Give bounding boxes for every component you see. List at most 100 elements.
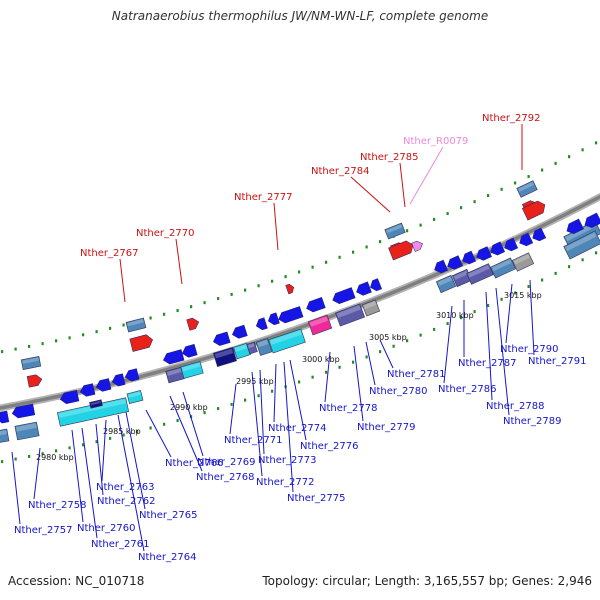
reverse-cds-box	[435, 274, 457, 294]
reverse-cds-box	[14, 421, 40, 441]
reverse-guide-dot	[473, 310, 476, 314]
reverse-cds-box	[511, 252, 535, 272]
forward-guide-dot	[95, 330, 98, 334]
reverse-guide-dot	[365, 355, 368, 359]
reverse-gene-arrow	[462, 250, 477, 265]
reverse-gene-arrow	[111, 373, 126, 387]
reverse-cds-box-group	[180, 361, 204, 379]
forward-guide-dot	[581, 148, 584, 152]
gene-label-bottom: Nther_2757	[14, 525, 72, 536]
reverse-gene-arrow	[447, 255, 463, 270]
reverse-guide-dot	[122, 433, 125, 437]
reverse-cds-box-shine	[58, 398, 126, 418]
reverse-gene-arrow-group	[519, 232, 534, 247]
reverse-gene-arrow-group	[566, 218, 584, 235]
reverse-cds-box-shine	[257, 339, 269, 348]
forward-guide-dot	[379, 240, 382, 244]
reverse-gene-arrow	[59, 389, 80, 404]
reverse-cds-box	[334, 303, 366, 327]
forward-guide-dot	[527, 175, 530, 179]
forward-guide-dot	[203, 301, 206, 305]
genome-title: Natranaerobius thermophilus JW/NM-WN-LF,…	[111, 9, 489, 23]
reverse-gene-arrow-group	[584, 212, 600, 229]
reverse-cds-box-group	[466, 263, 494, 285]
forward-guide-dot	[149, 316, 152, 320]
forward-cds-box	[125, 317, 147, 333]
forward-guide-dot	[284, 275, 287, 279]
reverse-guide-dot	[136, 430, 139, 434]
forward-guide-dot	[487, 194, 490, 198]
reverse-gene-arrow-group	[79, 383, 96, 397]
forward-gene-arrow-group	[521, 200, 546, 221]
gene-label-bottom: Nther_2791	[528, 356, 586, 367]
forward-guide-dot	[41, 342, 44, 346]
reverse-cds-box-shine	[247, 343, 255, 349]
label-leader-line	[289, 359, 307, 441]
reverse-guide-dot	[230, 402, 233, 406]
forward-guide-dot	[595, 141, 598, 145]
reverse-gene-arrow	[356, 281, 372, 296]
reverse-guide-dot	[568, 265, 571, 269]
forward-guide-dot	[230, 292, 233, 296]
reverse-guide-dot	[460, 316, 463, 320]
reverse-gene-arrow	[213, 331, 231, 346]
gene-label-bottom: Nther_2764	[138, 552, 196, 563]
reverse-gene-arrow	[267, 312, 280, 326]
reverse-cds-box	[180, 361, 204, 379]
rna-gene-arrow-group	[411, 240, 423, 252]
reverse-gene-arrow-group	[370, 278, 382, 292]
gene-label-bottom: Nther_2790	[500, 344, 558, 355]
reverse-gene-arrow-group	[213, 331, 231, 346]
reverse-gene-arrow-group	[111, 373, 126, 387]
reverse-gene-arrow	[519, 232, 534, 247]
reverse-cds-box-shine	[309, 316, 329, 327]
reverse-gene-arrow-group	[255, 317, 268, 331]
reverse-guide-dot	[514, 291, 517, 295]
reverse-gene-arrow-group	[163, 349, 185, 365]
reverse-guide-dot	[581, 258, 584, 262]
reverse-cds-box-shine	[214, 348, 234, 359]
reverse-gene-arrow-group	[11, 403, 36, 419]
label-leader-line	[485, 291, 493, 401]
reverse-guide-dot	[55, 449, 58, 453]
reverse-guide-dot	[244, 398, 247, 402]
reverse-gene-arrow-group	[0, 410, 10, 424]
reverse-cds-box	[563, 230, 600, 260]
label-leader-line	[33, 447, 41, 500]
forward-guide-dot	[325, 260, 328, 264]
forward-gene-arrow	[285, 283, 295, 295]
reverse-cds-box-group	[165, 366, 185, 384]
forward-cds-box-shine	[565, 222, 597, 242]
gene-label-bottom: Nther_2773	[258, 455, 316, 466]
reverse-gene-arrow	[566, 218, 584, 235]
reverse-guide-dot	[392, 344, 395, 348]
reverse-cds-box-shine	[16, 423, 37, 432]
label-leader-line	[324, 351, 331, 403]
forward-cds-box	[20, 356, 42, 370]
reverse-gene-arrow	[370, 278, 382, 292]
forward-gene-arrow-group	[26, 374, 43, 388]
gene-label-bottom: Nther_2787	[458, 358, 516, 369]
reverse-gene-arrow-group	[356, 281, 372, 296]
reverse-cds-box-shine	[513, 254, 530, 265]
label-leader-line	[71, 429, 84, 523]
reverse-cds-box-group	[511, 252, 535, 272]
label-leader-line	[175, 238, 183, 285]
reverse-guide-dot	[338, 365, 341, 369]
label-leader-line	[101, 419, 107, 482]
label-leader-line	[529, 279, 535, 356]
reverse-cds-box-group	[213, 347, 237, 367]
label-leader-line	[251, 371, 263, 477]
forward-guide-dot	[500, 187, 503, 191]
reverse-guide-dot	[446, 322, 449, 326]
gene-label-top: Nther_R0079	[403, 136, 468, 147]
forward-guide-dot	[446, 212, 449, 216]
label-leader-line	[273, 363, 277, 423]
forward-cds-box-group	[125, 317, 147, 333]
reverse-gene-arrow-group	[476, 246, 492, 261]
scale-tick-label: 2990 kbp	[170, 403, 208, 412]
forward-guide-dot	[55, 339, 58, 343]
reverse-gene-arrow-group	[267, 312, 280, 326]
reverse-gene-arrow-group	[490, 241, 506, 256]
